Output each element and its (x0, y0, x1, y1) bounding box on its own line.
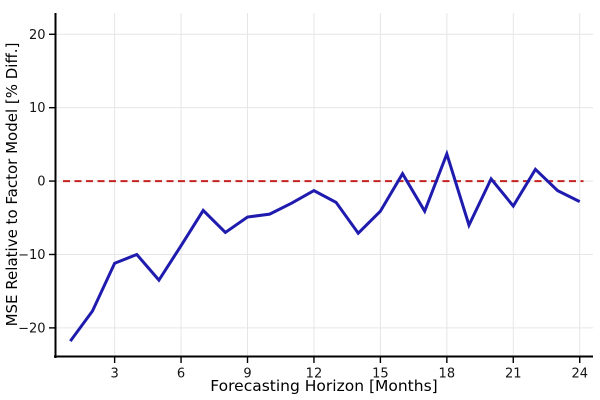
series-layer (69, 149, 581, 342)
axes-layer: 3 6 9 12 15 18 21 24 −20 −10 0 10 20 (18, 13, 593, 382)
y-tick-label: 10 (29, 101, 46, 116)
y-tick-label: 0 (37, 175, 45, 190)
series-line-mse-relative-to-factor-model (69, 149, 581, 342)
y-tick-label: 20 (29, 28, 46, 43)
x-tick-label: 6 (177, 367, 185, 382)
y-axis-label: MSE Relative to Factor Model [% Diff.] (3, 43, 21, 327)
y-tick-label: −20 (18, 321, 45, 336)
grid-layer (55, 13, 593, 357)
x-tick-label: 24 (571, 367, 588, 382)
y-tick-label: −10 (18, 248, 45, 263)
x-tick-label: 9 (243, 367, 251, 382)
x-tick-label: 3 (110, 367, 118, 382)
x-tick-label: 15 (372, 367, 389, 382)
x-tick-label: 12 (306, 367, 323, 382)
x-tick-label: 18 (439, 367, 456, 382)
x-tick-label: 21 (505, 367, 522, 382)
x-axis-label: Forecasting Horizon [Months] (210, 377, 437, 395)
